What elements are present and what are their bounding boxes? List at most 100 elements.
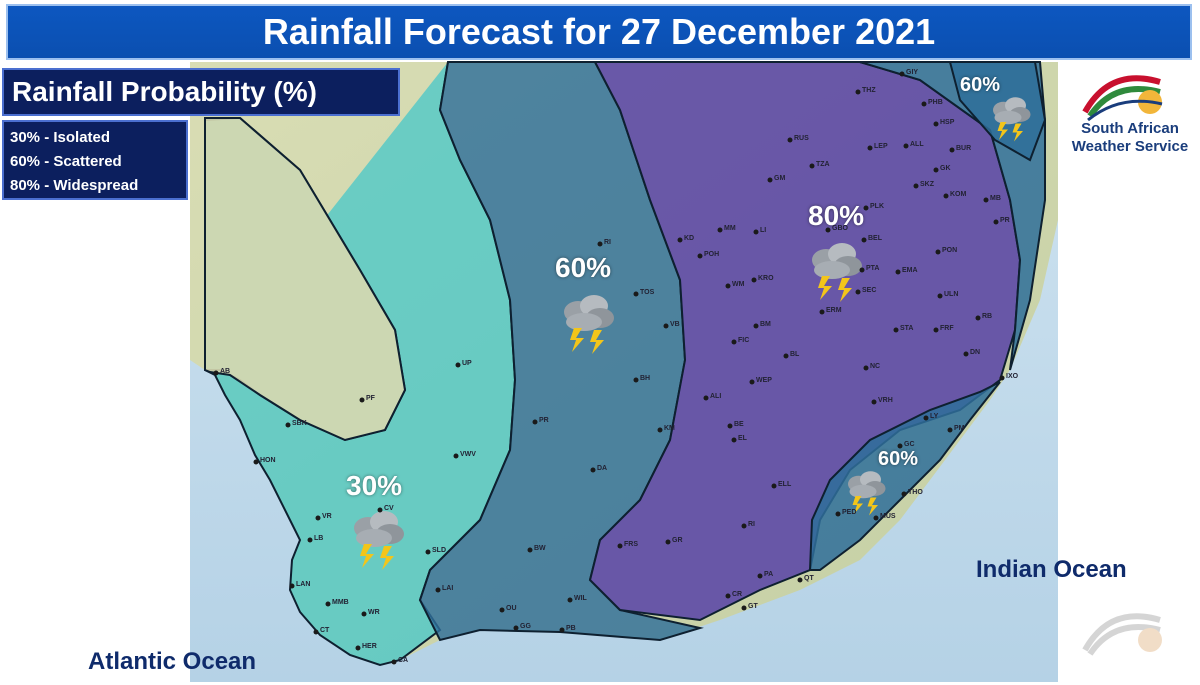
- city-label: FRS: [624, 541, 638, 548]
- city-label: QT: [804, 575, 814, 582]
- city-label: MUS: [880, 513, 896, 520]
- city-label: TOS: [640, 289, 655, 296]
- logo-line-2: Weather Service: [1071, 138, 1189, 155]
- city-label: THZ: [862, 87, 876, 94]
- city-label: EL: [738, 435, 747, 442]
- city-label: WIL: [574, 595, 587, 602]
- city-label: LB: [314, 535, 324, 542]
- city-label: CA: [398, 657, 409, 664]
- city-label: CT: [320, 627, 330, 634]
- city-label: WR: [368, 609, 380, 616]
- zone-60-scattered-southeast: [808, 381, 1001, 571]
- city-markers: [213, 71, 1005, 665]
- city-label: VR: [322, 513, 332, 520]
- city-label: ERM: [826, 307, 842, 314]
- city-label: GC: [904, 441, 915, 448]
- city-label: ULN: [944, 291, 959, 298]
- city-label: RUS: [794, 135, 809, 142]
- legend-item: 60% - Scattered: [10, 153, 122, 170]
- city-label: SBK: [292, 420, 307, 427]
- city-label: POH: [704, 251, 720, 258]
- city-label: PF: [366, 395, 375, 402]
- thunderstorm-cloud-icon: [564, 295, 614, 354]
- city-label: GT: [748, 603, 758, 610]
- city-label: BL: [790, 351, 800, 358]
- city-label: LY: [930, 413, 939, 420]
- city-label: HSP: [940, 119, 955, 126]
- city-label: FIC: [738, 337, 750, 344]
- city-label: PON: [942, 247, 958, 254]
- city-label: PLK: [870, 203, 884, 210]
- city-label: BEL: [868, 235, 882, 242]
- logo-text: South African Weather Service: [1060, 120, 1200, 156]
- city-label: KOM: [950, 191, 967, 198]
- city-label: RB: [982, 313, 993, 320]
- zone-label-60-central: 60%: [555, 252, 612, 283]
- city-label: OU: [506, 605, 517, 612]
- city-label: NC: [870, 363, 881, 370]
- city-label: SLD: [432, 547, 446, 554]
- city-label: CV: [384, 505, 394, 512]
- city-label: EMA: [902, 267, 918, 274]
- city-label: SEC: [862, 287, 877, 294]
- city-label: WM: [732, 281, 745, 288]
- logo-line-1: South African: [1081, 120, 1179, 137]
- city-label: STA: [900, 325, 914, 332]
- city-label: IXO: [1006, 373, 1019, 380]
- city-label: BH: [640, 375, 651, 382]
- thunderstorm-cloud-icon: [848, 471, 886, 516]
- thunderstorm-cloud-icon: [993, 97, 1031, 142]
- city-label: PA: [764, 571, 774, 578]
- city-label: PB: [566, 625, 576, 632]
- city-label: SKZ: [920, 181, 934, 188]
- city-label: BE: [734, 421, 744, 428]
- dry-area: [204, 117, 407, 442]
- city-label: GR: [672, 537, 683, 544]
- city-label: LEP: [874, 143, 888, 150]
- city-label: BM: [760, 321, 771, 328]
- saws-logo-icon: [1082, 75, 1163, 122]
- city-label: HER: [362, 643, 377, 650]
- city-label: ALL: [910, 141, 924, 148]
- zone-label-80: 80%: [808, 200, 865, 231]
- city-label: AB: [220, 368, 231, 375]
- page-title: Rainfall Forecast for 27 December 2021: [6, 4, 1192, 60]
- city-label: MM: [724, 225, 736, 232]
- city-label: DN: [970, 349, 981, 356]
- atlantic-ocean-label: Atlantic Ocean: [88, 648, 257, 675]
- city-label: RI: [604, 239, 611, 246]
- city-label: PHB: [928, 99, 943, 106]
- city-label: TZA: [816, 161, 830, 168]
- city-label: BUR: [956, 145, 972, 152]
- city-label: PM: [954, 425, 965, 432]
- legend-item: 80% - Widespread: [10, 177, 139, 194]
- thunderstorm-cloud-icon: [354, 511, 404, 570]
- city-label: BW: [534, 545, 546, 552]
- city-label: GK: [940, 165, 951, 172]
- city-label: LAI: [442, 585, 454, 592]
- city-label: MB: [990, 195, 1001, 202]
- city-label: GBO: [832, 225, 848, 232]
- indian-ocean-label: Indian Ocean: [976, 556, 1127, 583]
- city-label: LI: [760, 227, 767, 234]
- city-label: VWV: [460, 451, 476, 458]
- city-label: VB: [670, 321, 680, 328]
- legend-list: 30% - Isolated 60% - Scattered 80% - Wid…: [2, 120, 188, 200]
- city-label: GM: [774, 175, 786, 182]
- legend-title: Rainfall Probability (%): [2, 68, 400, 116]
- city-label: DA: [597, 465, 608, 472]
- city-label: GIY: [906, 69, 919, 76]
- city-label: ALI: [710, 393, 722, 400]
- city-label: KM: [664, 425, 675, 432]
- city-label: LAN: [296, 581, 311, 588]
- city-label: PED: [842, 509, 857, 516]
- zone-label-30: 30%: [346, 470, 403, 501]
- city-label: PR: [1000, 217, 1010, 224]
- city-label: HON: [260, 457, 276, 464]
- city-label: KRO: [758, 275, 774, 282]
- city-label: ELL: [778, 481, 792, 488]
- city-label: WEP: [756, 377, 772, 384]
- city-label: VRH: [878, 397, 893, 404]
- thunderstorm-cloud-icon: [812, 243, 862, 302]
